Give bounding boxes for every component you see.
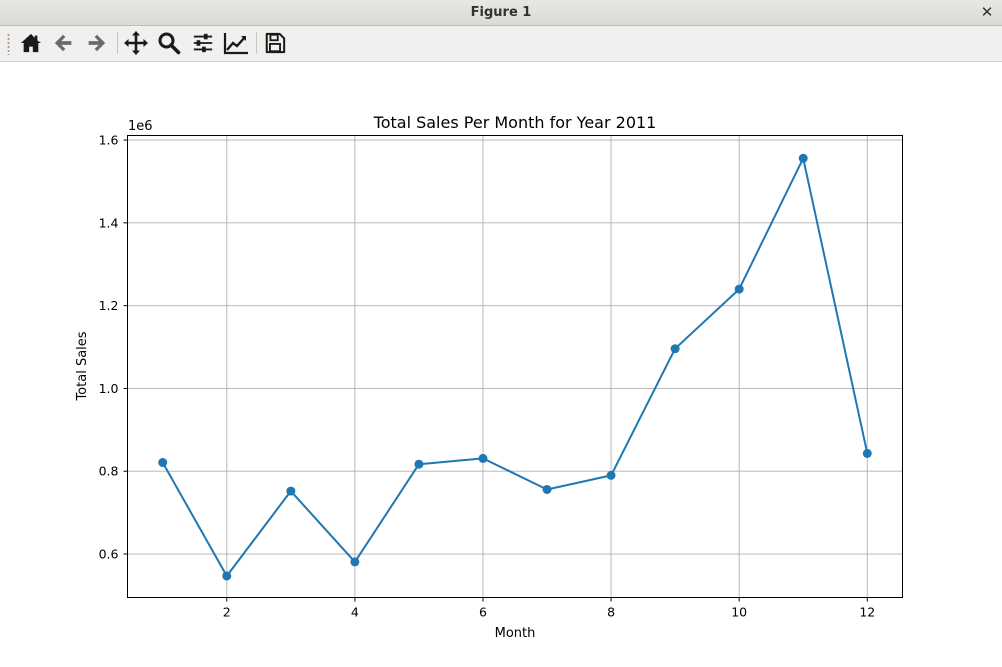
home-button[interactable] bbox=[17, 29, 45, 57]
line-chart: 2 4 6 8 10 12 0.6 0.8 1.0 1.2 1.4 1.6 Total Sales P… bbox=[0, 62, 1002, 663]
magnifier-icon bbox=[157, 31, 181, 55]
tick-layer: 2 4 6 8 10 12 0.6 0.8 1.0 1.2 1.4 1.6 bbox=[99, 133, 876, 620]
data-point bbox=[286, 487, 295, 496]
y-tick-label: 1.2 bbox=[99, 298, 119, 313]
move-icon bbox=[124, 31, 148, 55]
data-point bbox=[158, 458, 167, 467]
y-tick-label: 0.6 bbox=[99, 547, 119, 562]
chart-line-icon bbox=[223, 31, 249, 55]
data-point bbox=[735, 285, 744, 294]
y-offset-label: 1e6 bbox=[128, 119, 153, 134]
x-tick-label: 6 bbox=[479, 605, 487, 620]
edit-axis-button[interactable] bbox=[222, 29, 250, 57]
x-tick-label: 10 bbox=[731, 605, 747, 620]
figure-canvas[interactable]: 2 4 6 8 10 12 0.6 0.8 1.0 1.2 1.4 1.6 Total Sales P… bbox=[0, 62, 1002, 663]
y-tick-label: 1.4 bbox=[99, 215, 119, 230]
toolbar bbox=[0, 26, 1002, 62]
y-tick-label: 1.6 bbox=[99, 133, 119, 148]
arrow-right-icon bbox=[85, 32, 107, 54]
data-point bbox=[607, 471, 616, 480]
forward-button[interactable] bbox=[82, 29, 110, 57]
x-tick-label: 12 bbox=[859, 605, 875, 620]
save-button[interactable] bbox=[261, 29, 289, 57]
axes-frame bbox=[128, 136, 903, 598]
series-line bbox=[163, 158, 868, 576]
y-tick-label: 0.8 bbox=[99, 464, 119, 479]
y-tick-label: 1.0 bbox=[99, 381, 119, 396]
toolbar-separator bbox=[256, 32, 257, 54]
x-axis-label: Month bbox=[495, 626, 536, 641]
close-icon[interactable]: ✕ bbox=[978, 3, 996, 21]
y-axis-label: Total Sales bbox=[75, 331, 90, 401]
data-point bbox=[799, 154, 808, 163]
sliders-icon bbox=[192, 32, 214, 54]
data-point bbox=[671, 344, 680, 353]
data-point bbox=[863, 449, 872, 458]
floppy-disk-icon bbox=[264, 32, 286, 54]
toolbar-separator bbox=[117, 32, 118, 54]
arrow-left-icon bbox=[53, 32, 75, 54]
x-tick-label: 2 bbox=[223, 605, 231, 620]
chart-title: Total Sales Per Month for Year 2011 bbox=[373, 113, 657, 132]
data-point bbox=[222, 571, 231, 580]
series-layer bbox=[158, 154, 872, 581]
toolbar-grip[interactable] bbox=[7, 33, 10, 55]
data-point bbox=[478, 454, 487, 463]
subplots-button[interactable] bbox=[189, 29, 217, 57]
x-tick-label: 8 bbox=[607, 605, 615, 620]
zoom-button[interactable] bbox=[155, 29, 183, 57]
data-point bbox=[543, 485, 552, 494]
grid-lines bbox=[128, 136, 903, 598]
data-point bbox=[414, 460, 423, 469]
pan-button[interactable] bbox=[122, 29, 150, 57]
x-tick-label: 4 bbox=[351, 605, 359, 620]
window-titlebar[interactable]: Figure 1 ✕ bbox=[0, 0, 1002, 26]
back-button[interactable] bbox=[50, 29, 78, 57]
data-point bbox=[350, 557, 359, 566]
home-icon bbox=[20, 32, 42, 54]
window-title: Figure 1 bbox=[0, 5, 1002, 20]
